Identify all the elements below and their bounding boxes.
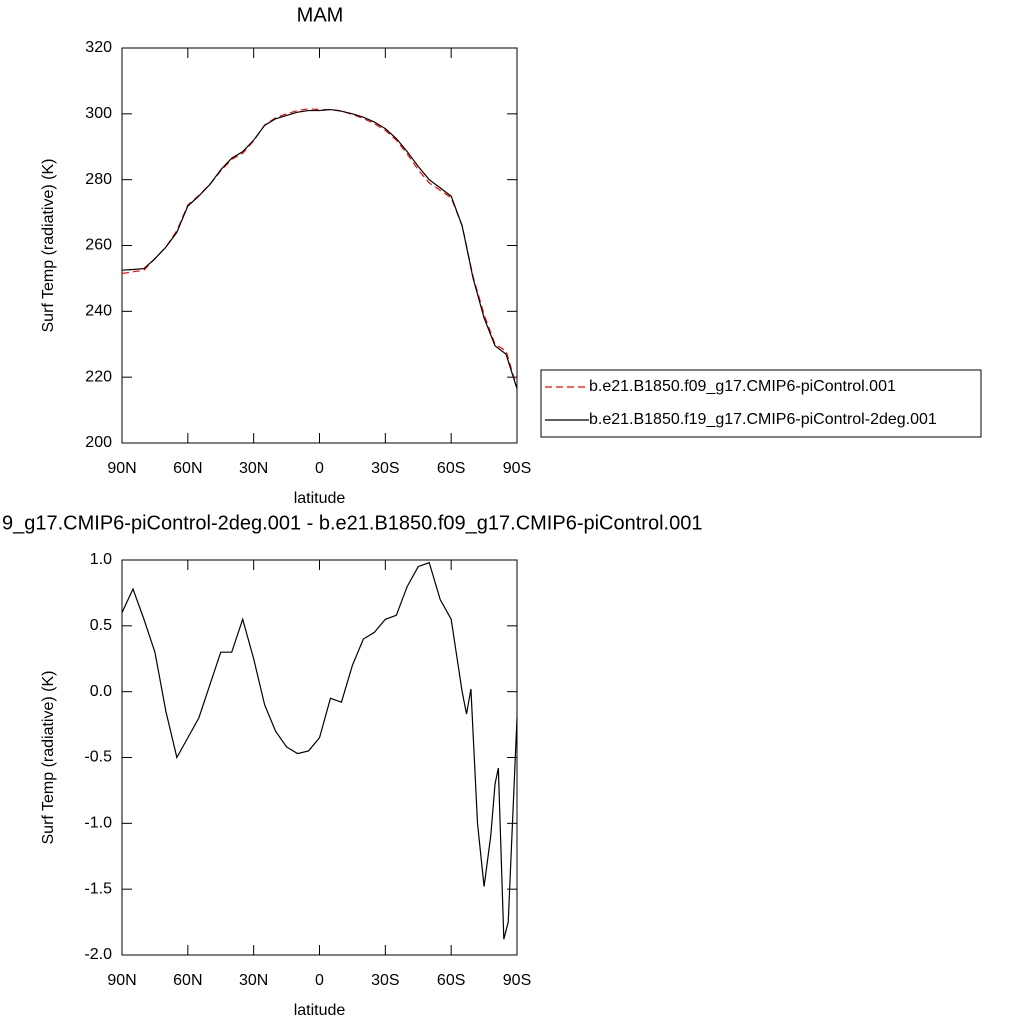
- y-tick-label: -1.0: [84, 815, 112, 832]
- y-tick-label: 200: [85, 434, 112, 451]
- y-tick-label: 220: [85, 368, 112, 385]
- x-tick-label: 30N: [239, 972, 268, 989]
- x-tick-label: 60N: [173, 972, 202, 989]
- y-tick-label: 1.0: [90, 551, 112, 568]
- data-line: [121, 561, 518, 940]
- y-tick-label: 320: [85, 39, 112, 56]
- x-tick-label: 60N: [173, 460, 202, 477]
- x-tick-label: 30S: [371, 460, 399, 477]
- data-line: [121, 108, 518, 389]
- legend-label: b.e21.B1850.f19_g17.CMIP6-piControl-2deg…: [589, 411, 937, 428]
- x-tick-label: 0: [315, 972, 324, 989]
- x-tick-label: 90S: [503, 972, 531, 989]
- y-tick-label: 280: [85, 171, 112, 188]
- data-line: [121, 108, 518, 389]
- legend: b.e21.B1850.f09_g17.CMIP6-piControl.001b…: [540, 369, 982, 438]
- x-tick-label: 60S: [437, 972, 465, 989]
- y-axis-label: Surf Temp (radiative) (K): [40, 159, 57, 333]
- x-axis-label: latitude: [294, 1002, 346, 1019]
- y-tick-label: 300: [85, 105, 112, 122]
- chart-title: 9_g17.CMIP6-piControl-2deg.001 - b.e21.B…: [2, 512, 702, 534]
- y-tick-label: 260: [85, 237, 112, 254]
- y-axis-label: Surf Temp (radiative) (K): [40, 671, 57, 845]
- y-tick-label: -2.0: [84, 946, 112, 963]
- x-tick-label: 0: [315, 460, 324, 477]
- x-axis-label: latitude: [294, 490, 346, 507]
- plot-frame: [121, 47, 518, 444]
- y-tick-label: 240: [85, 303, 112, 320]
- x-tick-label: 60S: [437, 460, 465, 477]
- x-tick-label: 90S: [503, 460, 531, 477]
- plot-frame: [121, 559, 518, 956]
- x-tick-label: 90N: [107, 460, 136, 477]
- y-tick-label: -0.5: [84, 749, 112, 766]
- x-tick-label: 30N: [239, 460, 268, 477]
- legend-box: [540, 369, 982, 438]
- y-tick-label: -1.5: [84, 880, 112, 897]
- x-tick-label: 90N: [107, 972, 136, 989]
- x-tick-label: 30S: [371, 972, 399, 989]
- chart-title: MAM: [297, 4, 344, 26]
- legend-label: b.e21.B1850.f09_g17.CMIP6-piControl.001: [589, 378, 896, 395]
- y-tick-label: 0.5: [90, 617, 112, 634]
- y-tick-label: 0.0: [90, 683, 112, 700]
